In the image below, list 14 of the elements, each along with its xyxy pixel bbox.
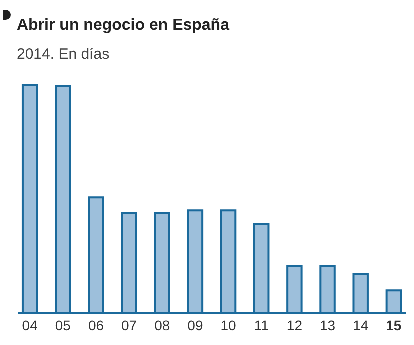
chart-title: Abrir un negocio en España: [17, 17, 230, 34]
x-tick-label: 10: [220, 318, 237, 334]
x-tick-label: 11: [254, 318, 270, 334]
x-tick-label: 05: [55, 318, 72, 334]
x-tick-label: 13: [320, 318, 336, 334]
x-tick-label: 07: [122, 318, 138, 334]
chart-subtitle: 2014. En días: [17, 46, 110, 63]
x-tick-label: 08: [154, 318, 170, 334]
x-tick-label: 04: [22, 318, 38, 334]
x-tick-label: 14: [353, 318, 369, 334]
x-tick-label: 15: [386, 318, 402, 334]
x-tick-label: 12: [286, 318, 303, 334]
x-tick-label: 09: [188, 318, 204, 334]
x-tick-label: 06: [88, 318, 104, 334]
